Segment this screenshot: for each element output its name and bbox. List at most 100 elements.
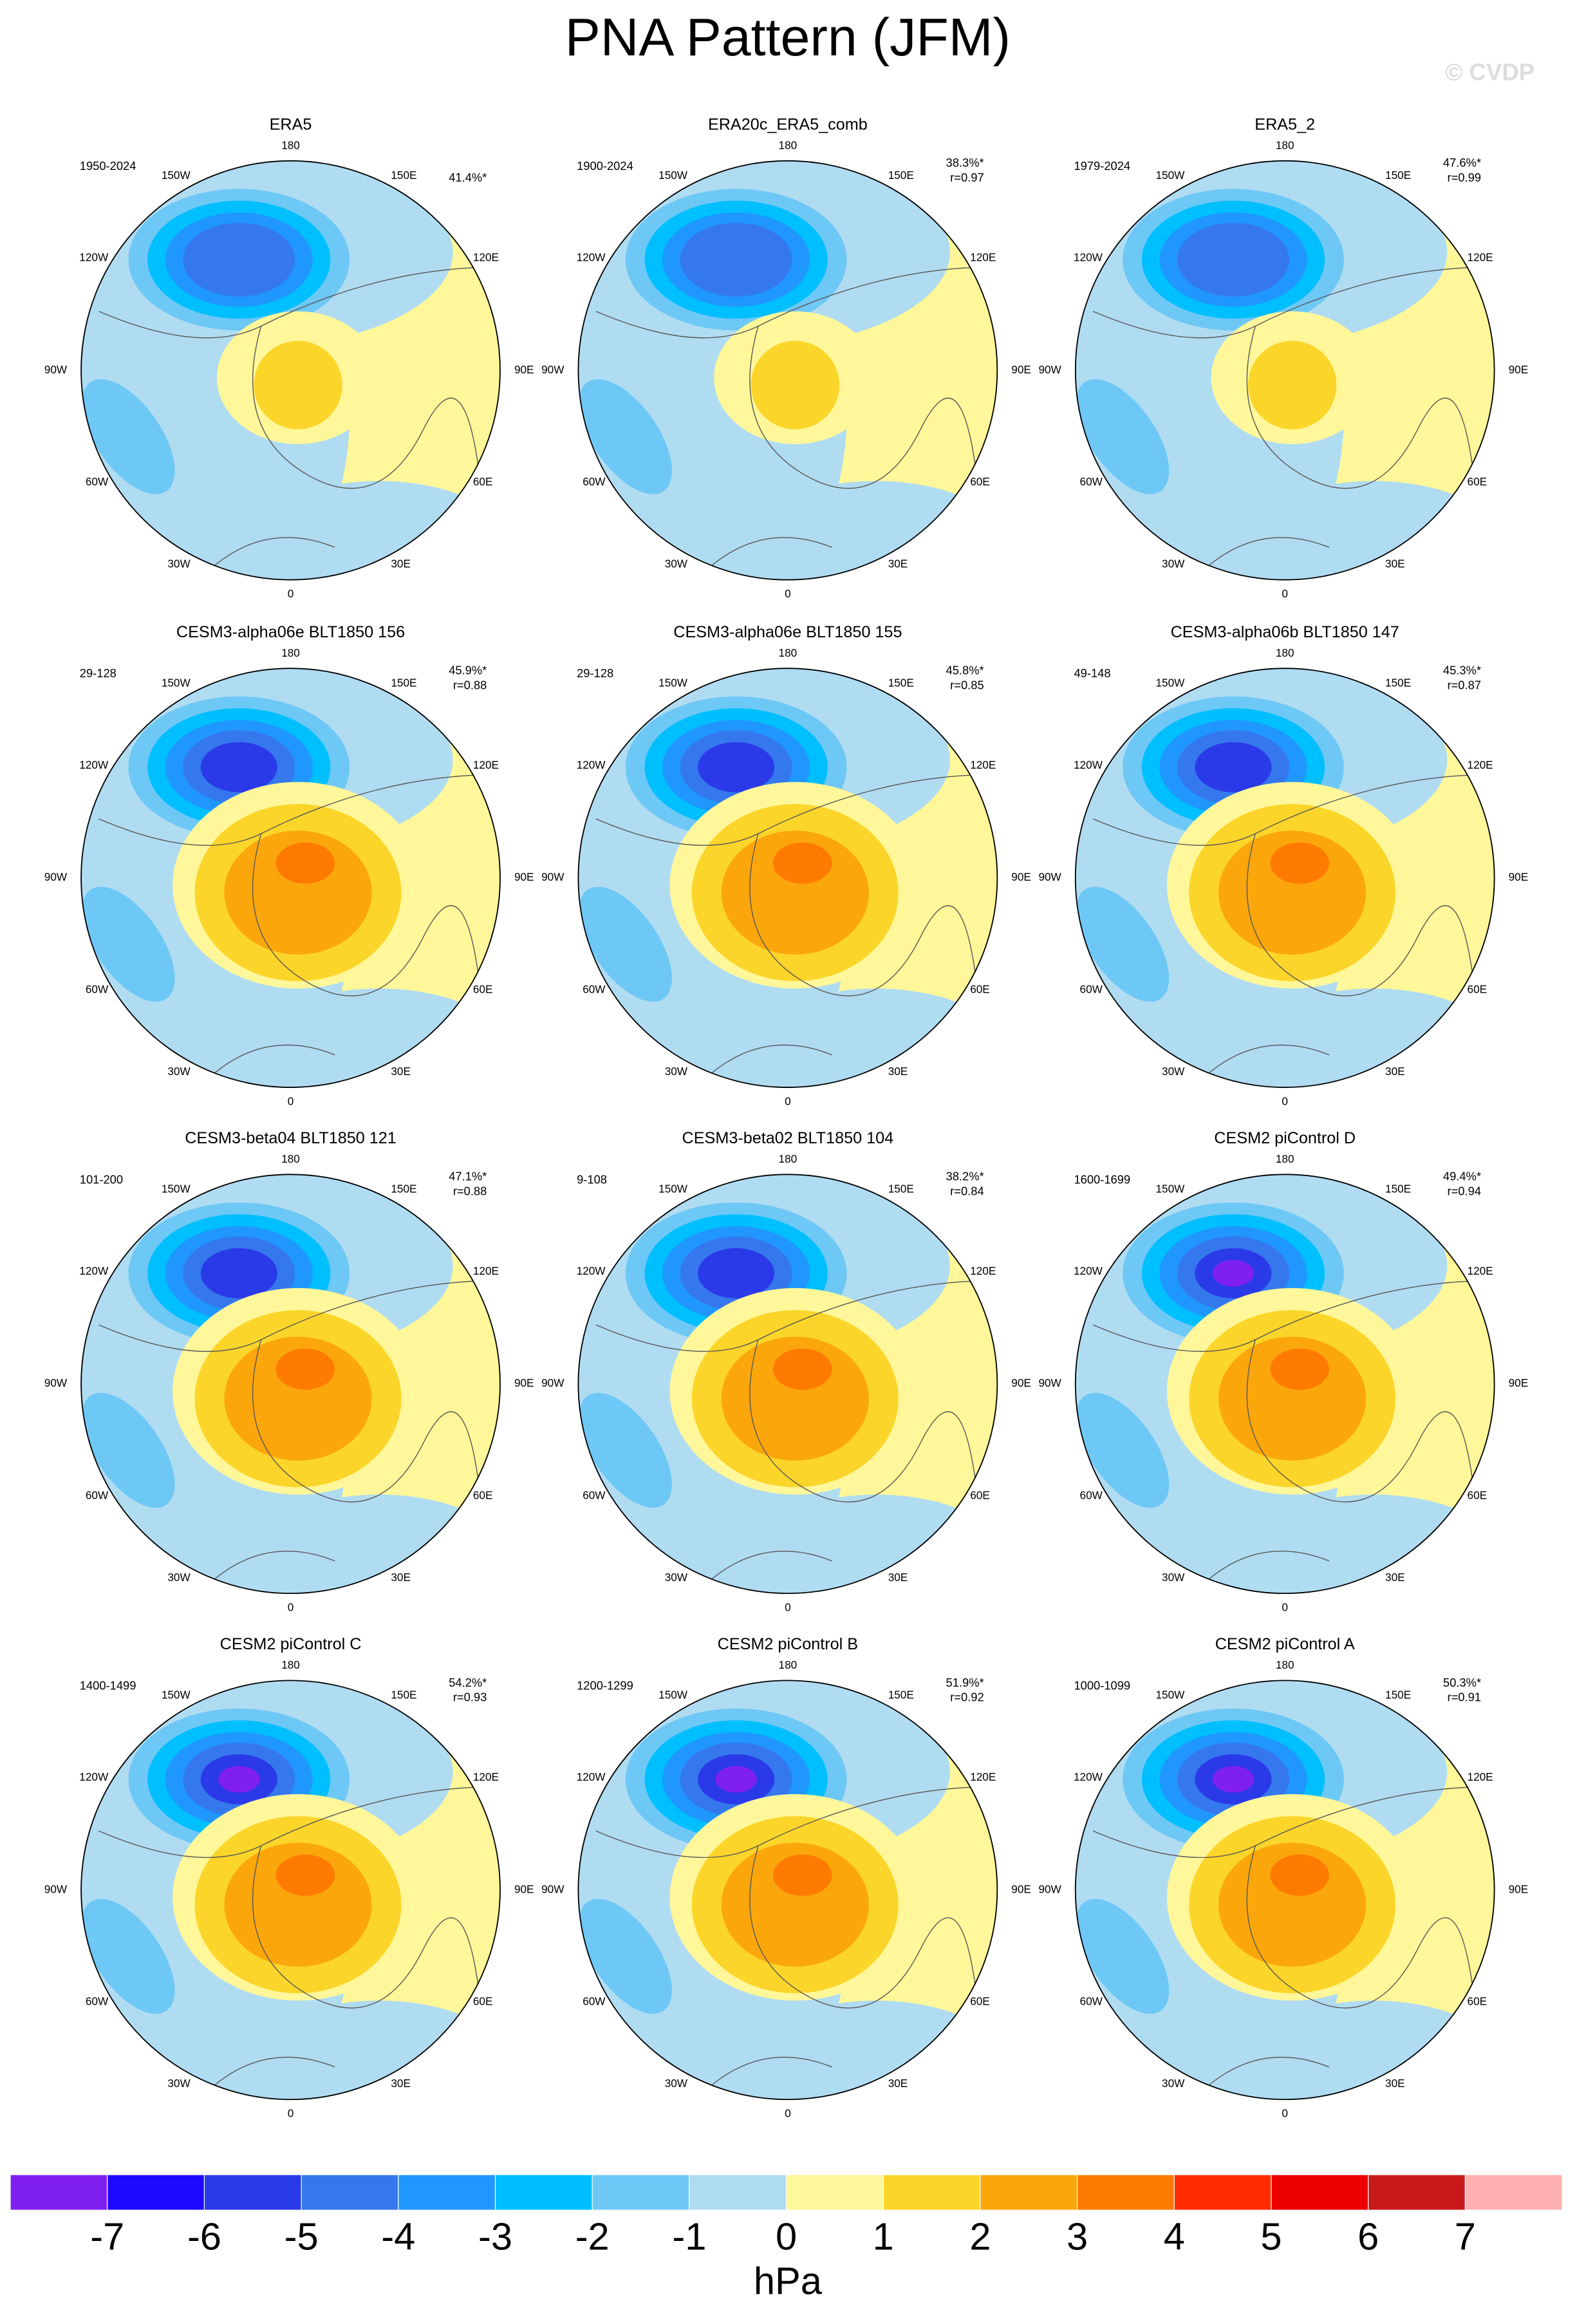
longitude-label: 90E <box>514 1376 534 1389</box>
longitude-label: 120W <box>79 758 109 771</box>
colorbar-tick-label: 2 <box>969 2215 991 2258</box>
negative-region <box>246 2000 500 2100</box>
low-core <box>1212 1260 1255 1287</box>
longitude-label: 120E <box>1468 758 1493 771</box>
longitude-label: 180 <box>281 1658 300 1671</box>
high-contour <box>1270 842 1329 884</box>
longitude-label: 120E <box>473 251 499 264</box>
colorbar-tick-label: -1 <box>672 2215 706 2258</box>
panel-title: ERA5_2 <box>1255 115 1315 133</box>
longitude-label: 150W <box>658 676 688 689</box>
coastline <box>201 537 335 577</box>
high-contour <box>772 1348 832 1390</box>
negative-region <box>1240 2000 1495 2100</box>
longitude-label: 150W <box>1155 169 1185 182</box>
longitude-label: 60E <box>1468 1995 1488 2008</box>
coastline <box>98 1280 498 1352</box>
longitude-label: 180 <box>1276 646 1294 659</box>
longitude-label: 90W <box>44 1376 68 1389</box>
longitude-label: 180 <box>281 646 300 659</box>
longitude-label: 30W <box>167 1065 191 1078</box>
high-contour <box>721 830 869 955</box>
longitude-label: 120W <box>79 1770 109 1783</box>
longitude-label: 90W <box>1038 1376 1061 1389</box>
colorbar-tick-label: -3 <box>478 2215 512 2258</box>
colorbar-tick-label: 3 <box>1067 2215 1088 2258</box>
longitude-label: 120W <box>577 1770 606 1783</box>
longitude-label: 90W <box>541 363 565 376</box>
longitude-label: 90W <box>541 870 565 883</box>
map <box>81 668 500 1088</box>
map-border <box>1074 1680 1495 2101</box>
longitude-label: 120E <box>970 1770 996 1783</box>
coastline <box>252 326 483 503</box>
colorbar-box <box>10 2174 108 2211</box>
longitude-label: 60W <box>583 1995 606 2008</box>
colorbar-box <box>1464 2174 1563 2211</box>
high-contour <box>275 1854 335 1896</box>
coastline <box>1092 1280 1492 1352</box>
longitude-label: 150E <box>1385 169 1411 182</box>
colorbar-box <box>494 2174 593 2211</box>
coastline <box>595 267 994 339</box>
high-contour <box>224 1842 372 1967</box>
period: 1900-2024 <box>577 159 633 173</box>
period: 1400-1499 <box>80 1678 136 1692</box>
longitude-label: 120E <box>1468 1264 1493 1277</box>
negative-region <box>743 2000 998 2100</box>
coastline <box>749 833 980 1011</box>
longitude-label: 120E <box>1468 1770 1493 1783</box>
map-border <box>1074 668 1495 1088</box>
longitude-label: 150E <box>1385 676 1411 689</box>
longitude-label: 150E <box>888 1183 914 1195</box>
negative-region <box>1076 1898 1170 2014</box>
coastline <box>201 2056 335 2097</box>
high-contour <box>275 842 335 884</box>
panel-title: CESM3-alpha06b BLT1850 147 <box>1171 623 1399 641</box>
negative-region <box>579 379 672 494</box>
high-contour <box>772 842 832 884</box>
pattern-correlation: r=0.88 <box>453 679 487 692</box>
longitude-label: 0 <box>1282 2107 1288 2120</box>
map-border <box>80 1174 501 1595</box>
colorbar-tick-label: 0 <box>776 2215 797 2258</box>
longitude-label: 120W <box>1074 251 1103 264</box>
longitude-label: 30E <box>391 2077 411 2090</box>
coastline <box>698 537 832 577</box>
longitude-label: 150E <box>391 676 416 689</box>
longitude-label: 30W <box>665 2077 688 2090</box>
longitude-label: 150E <box>391 1183 416 1195</box>
pattern-correlation: r=0.97 <box>950 171 984 184</box>
longitude-label: 60W <box>1080 1995 1103 2008</box>
coastline <box>595 1280 994 1352</box>
high-contour <box>224 1336 372 1461</box>
negative-region <box>1076 886 1170 1002</box>
negative-region <box>743 481 998 580</box>
high-contour <box>254 341 342 429</box>
coastline <box>1092 267 1492 339</box>
colorbar-box <box>785 2174 884 2211</box>
coastline <box>98 774 498 846</box>
longitude-label: 0 <box>1282 1095 1288 1108</box>
longitude-label: 90W <box>1038 870 1061 883</box>
coastline <box>1196 1044 1330 1085</box>
longitude-label: 60W <box>86 1488 109 1501</box>
watermark: © CVDP <box>1445 59 1535 85</box>
negative-region <box>246 988 500 1088</box>
longitude-label: 30E <box>391 1065 411 1078</box>
variance: 47.1%* <box>449 1170 487 1183</box>
map <box>1075 160 1495 580</box>
longitude-label: 150W <box>162 676 191 689</box>
period: 101-200 <box>80 1172 123 1186</box>
coastline <box>201 1044 335 1085</box>
longitude-label: 150W <box>162 1689 191 1701</box>
longitude-label: 150E <box>1385 1183 1411 1195</box>
low-core <box>715 1766 757 1793</box>
longitude-label: 30W <box>665 1571 688 1584</box>
coastline <box>1196 2056 1330 2097</box>
longitude-label: 90E <box>1011 1376 1031 1389</box>
longitude-label: 30W <box>167 2077 191 2090</box>
variance: 51.9%* <box>946 1676 984 1689</box>
coastline <box>749 326 980 503</box>
period: 49-148 <box>1074 666 1110 680</box>
